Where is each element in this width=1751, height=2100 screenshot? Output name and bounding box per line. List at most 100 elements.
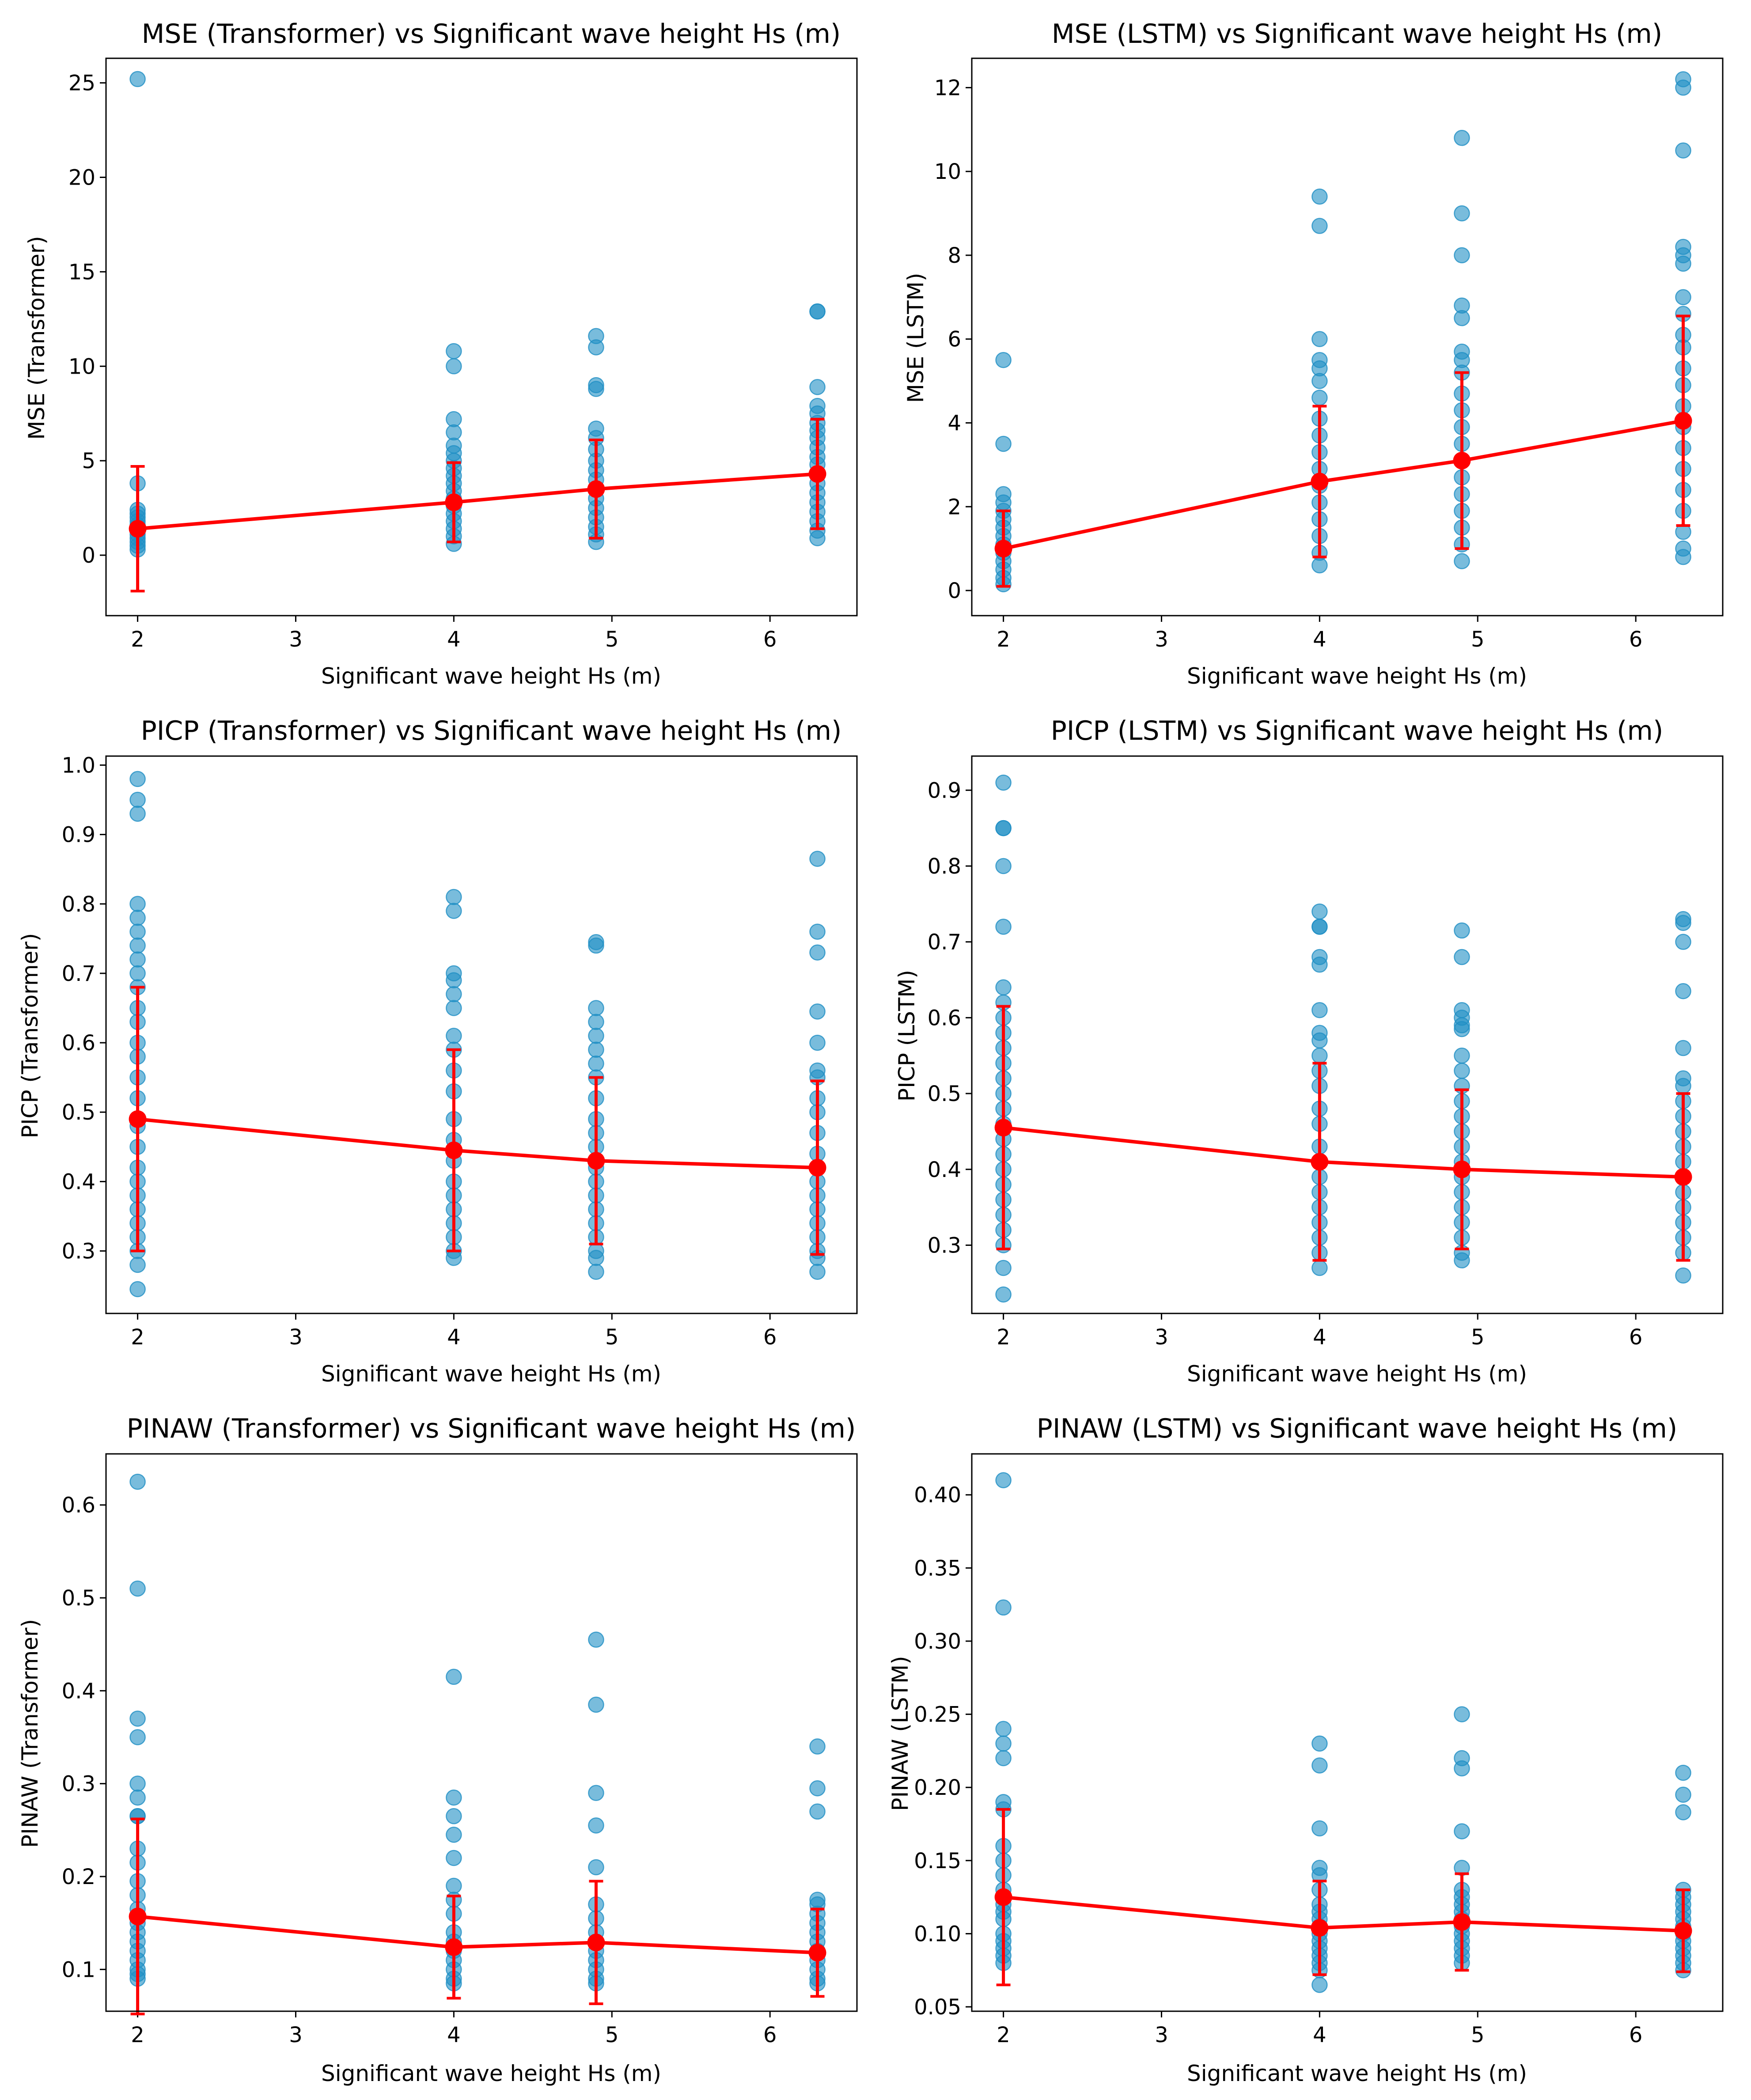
scatter-point [588, 339, 604, 356]
y-tick-label: 0.3 [62, 1772, 95, 1797]
mean-point [1674, 1922, 1692, 1940]
scatter-point [446, 343, 462, 359]
mean-line [1003, 1126, 1683, 1179]
scatter-point [1311, 331, 1328, 347]
scatter-point [1311, 188, 1328, 205]
scatter-point [129, 1710, 146, 1727]
chart-title: PICP (LSTM) vs Significant wave height H… [1051, 715, 1664, 746]
plot-area: 2 3 4 5 6 0.05 0.10 0.15 0.20 0.25 0.30 0.35 0.40 [914, 1453, 1724, 2047]
mean-point [445, 1938, 463, 1956]
x-tick-label: 5 [605, 1325, 619, 1350]
scatter-point [588, 381, 604, 397]
mean-point [129, 1110, 147, 1128]
y-tick-label: 0 [82, 543, 95, 568]
x-tick-label: 4 [447, 2023, 461, 2047]
mean-point [808, 1944, 826, 1962]
mean-point [1311, 1919, 1329, 1937]
scatter-point [809, 1803, 826, 1820]
scatter-point [446, 972, 462, 988]
y-tick-label: 0.8 [928, 854, 961, 879]
x-tick-label: 3 [1155, 627, 1168, 652]
y-tick-label: 25 [68, 71, 95, 96]
y-tick-label: 0.25 [914, 1703, 961, 1727]
axes-frame [971, 57, 1724, 617]
scatter-point [129, 1789, 146, 1806]
scatter-point [809, 1003, 826, 1020]
y-tick-label: 0.5 [928, 1082, 961, 1106]
scatter-point [1311, 1735, 1328, 1752]
y-tick-label: 0.6 [62, 1031, 95, 1056]
scatter-point [1311, 1260, 1328, 1276]
chart-title: PINAW (LSTM) vs Significant wave height … [1037, 1413, 1678, 1444]
scatter-point [1311, 390, 1328, 406]
panel-pinaw-transformer: PINAW (Transformer) vs Significant wave … [17, 1413, 858, 2086]
scatter-point [809, 379, 826, 395]
y-tick-label: 0.9 [928, 778, 961, 803]
scatter-point [995, 820, 1012, 836]
scatter-point [446, 1000, 462, 1016]
mean-line [137, 1117, 818, 1169]
x-tick-label: 5 [1471, 2023, 1485, 2047]
scatter-point [1311, 956, 1328, 973]
y-tick-label: 0.10 [914, 1922, 961, 1946]
x-tick-label: 2 [997, 627, 1010, 652]
scatter-point [995, 1599, 1012, 1616]
y-tick-label: 0.15 [914, 1849, 961, 1873]
x-tick-label: 5 [605, 627, 619, 652]
x-tick-label: 3 [289, 1325, 303, 1350]
panel-mse-transformer: MSE (Transformer) vs Significant wave he… [24, 19, 858, 689]
mean-point [1453, 1913, 1471, 1931]
scatter-point [1454, 949, 1470, 965]
y-tick-label: 6 [948, 327, 961, 352]
scatter-point [1454, 553, 1470, 569]
y-tick-label: 0.2 [62, 1865, 95, 1889]
scatter-point [1454, 1047, 1470, 1064]
scatter-point [995, 979, 1012, 995]
x-tick-label: 2 [997, 2023, 1010, 2047]
scatter-point [1454, 130, 1470, 146]
y-tick-label: 0.20 [914, 1775, 961, 1800]
x-tick-label: 4 [1313, 1325, 1327, 1350]
chart-title: MSE (LSTM) vs Significant wave height Hs… [1052, 19, 1663, 49]
y-axis-label: PINAW (Transformer) [17, 1619, 43, 1848]
scatter-point [1454, 1823, 1470, 1839]
scatter-point [588, 1785, 604, 1801]
scatter-point [995, 1286, 1012, 1303]
scatter-point [809, 944, 826, 961]
y-tick-label: 0.8 [62, 892, 95, 917]
mean-point [994, 1888, 1012, 1906]
axes-frame [971, 755, 1724, 1314]
x-tick-label: 3 [1155, 1325, 1168, 1350]
mean-point [445, 1141, 463, 1159]
scatter-point [1675, 1786, 1691, 1803]
x-tick-label: 4 [1313, 2023, 1327, 2047]
scatter-point [588, 1041, 604, 1058]
mean-line [137, 1915, 818, 1955]
x-tick-label: 4 [447, 1325, 461, 1350]
y-tick-label: 10 [68, 354, 95, 379]
x-axis-label: Significant wave height Hs (m) [1187, 663, 1527, 689]
scatter-point [1311, 373, 1328, 389]
y-tick-label: 0.6 [928, 1006, 961, 1030]
mean-point [808, 1158, 826, 1177]
y-tick-label: 0.7 [62, 961, 95, 986]
y-tick-label: 15 [68, 260, 95, 284]
scatter-point [995, 1260, 1012, 1276]
scatter-point [809, 1034, 826, 1051]
x-tick-label: 3 [1155, 2023, 1168, 2047]
scatter-point [588, 1696, 604, 1713]
y-tick-label: 0.7 [928, 930, 961, 955]
y-tick-label: 0.35 [914, 1556, 961, 1581]
scatter-point [129, 1775, 146, 1792]
chart-title: PINAW (Transformer) vs Significant wave … [127, 1413, 856, 1444]
x-tick-label: 6 [1629, 2023, 1643, 2047]
x-tick-label: 4 [1313, 627, 1327, 652]
x-tick-label: 2 [131, 1325, 144, 1350]
scatter-point [809, 1780, 826, 1797]
y-axis-label: MSE (LSTM) [903, 273, 929, 403]
x-tick-label: 3 [289, 627, 303, 652]
scatter-point [588, 1817, 604, 1834]
scatter-point [1675, 549, 1691, 565]
